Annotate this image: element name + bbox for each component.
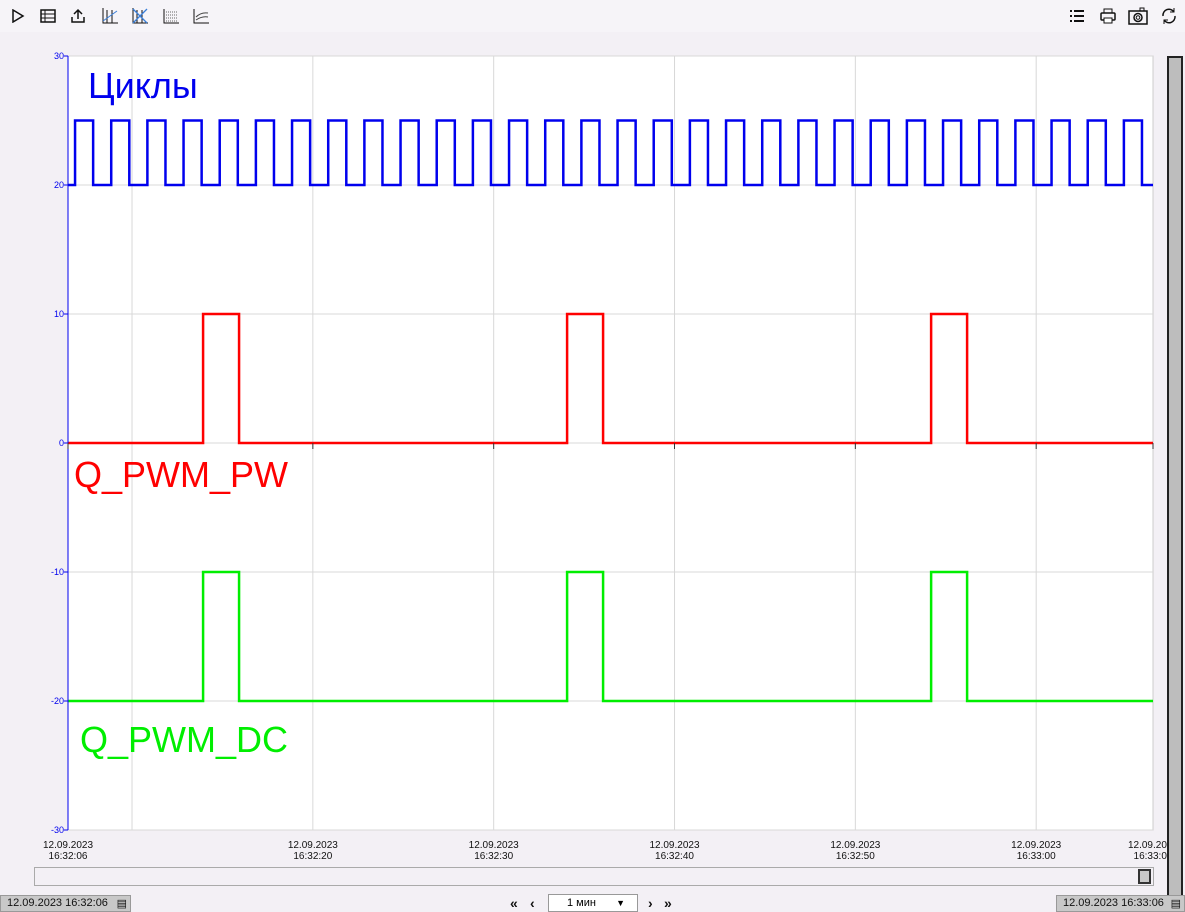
end-date-box[interactable]: 12.09.2023 16:33:06 ▤ bbox=[1056, 895, 1185, 912]
play-icon[interactable] bbox=[8, 6, 28, 26]
series-line-1 bbox=[68, 312, 1153, 445]
chart-axis-icon[interactable] bbox=[100, 6, 120, 26]
start-date: 12.09.2023 16:32:06 bbox=[7, 897, 108, 909]
x-tick-date: 12.09.2023 bbox=[43, 840, 93, 851]
y-tick-label: 10 bbox=[54, 309, 64, 319]
x-tick-time: 16:32:20 bbox=[293, 851, 332, 862]
x-tick-time: 16:32:40 bbox=[655, 851, 694, 862]
nav-first-button[interactable]: « bbox=[510, 895, 518, 911]
x-tick-time: 16:33:06 bbox=[1134, 851, 1173, 862]
legend-lines-icon[interactable] bbox=[161, 6, 181, 26]
toolbar bbox=[0, 0, 1185, 32]
nav-last-button[interactable]: » bbox=[664, 895, 672, 911]
y-tick-label: 0 bbox=[59, 438, 64, 448]
x-tick-date: 12.09.2023 bbox=[288, 840, 338, 851]
y-tick-label: -30 bbox=[51, 825, 64, 835]
nav-prev-button[interactable]: ‹ bbox=[530, 895, 535, 911]
vertical-scrollbar[interactable] bbox=[1167, 56, 1183, 908]
x-tick-date: 12.09.2023 bbox=[1128, 840, 1178, 851]
x-tick-time: 16:32:50 bbox=[836, 851, 875, 862]
legend-area-icon[interactable] bbox=[191, 6, 211, 26]
x-tick-date: 12.09.2023 bbox=[649, 840, 699, 851]
chart-axis-off-icon[interactable] bbox=[130, 6, 150, 26]
y-tick-label: -10 bbox=[51, 567, 64, 577]
x-tick-date: 12.09.2023 bbox=[830, 840, 880, 851]
list-icon[interactable] bbox=[1067, 6, 1087, 26]
chevron-down-icon: ▼ bbox=[616, 898, 625, 908]
camera-icon[interactable] bbox=[1128, 6, 1148, 26]
calendar-icon[interactable]: ▤ bbox=[1170, 898, 1181, 910]
refresh-icon[interactable] bbox=[1159, 6, 1179, 26]
y-tick-label: -20 bbox=[51, 696, 64, 706]
series-label-pw: Q_PWM_PW bbox=[74, 454, 288, 495]
series-line-2 bbox=[68, 570, 1153, 703]
x-tick-time: 16:32:06 bbox=[49, 851, 88, 862]
calendar-icon[interactable]: ▤ bbox=[116, 898, 127, 910]
series-label-cycles: Циклы bbox=[88, 65, 198, 106]
scroll-thumb[interactable] bbox=[1138, 869, 1151, 884]
print-icon[interactable] bbox=[1098, 6, 1118, 26]
horizontal-scrollbar[interactable] bbox=[34, 867, 1154, 886]
x-tick-date: 12.09.2023 bbox=[469, 840, 519, 851]
x-tick-time: 16:32:30 bbox=[474, 851, 513, 862]
y-tick-label: 20 bbox=[54, 180, 64, 190]
end-date: 12.09.2023 16:33:06 bbox=[1063, 897, 1164, 909]
export-icon[interactable] bbox=[68, 6, 88, 26]
range-select[interactable]: 1 мин ▼ bbox=[548, 894, 638, 912]
series-label-dc: Q_PWM_DC bbox=[80, 719, 288, 760]
nav-next-button[interactable]: › bbox=[648, 895, 653, 911]
x-tick-date: 12.09.2023 bbox=[1011, 840, 1061, 851]
range-value: 1 мин bbox=[567, 897, 596, 909]
table-icon[interactable] bbox=[38, 6, 58, 26]
start-date-box[interactable]: 12.09.2023 16:32:06 ▤ bbox=[0, 895, 131, 912]
y-tick-label: 30 bbox=[54, 51, 64, 61]
series-line-0 bbox=[68, 119, 1153, 187]
x-tick-time: 16:33:00 bbox=[1017, 851, 1056, 862]
